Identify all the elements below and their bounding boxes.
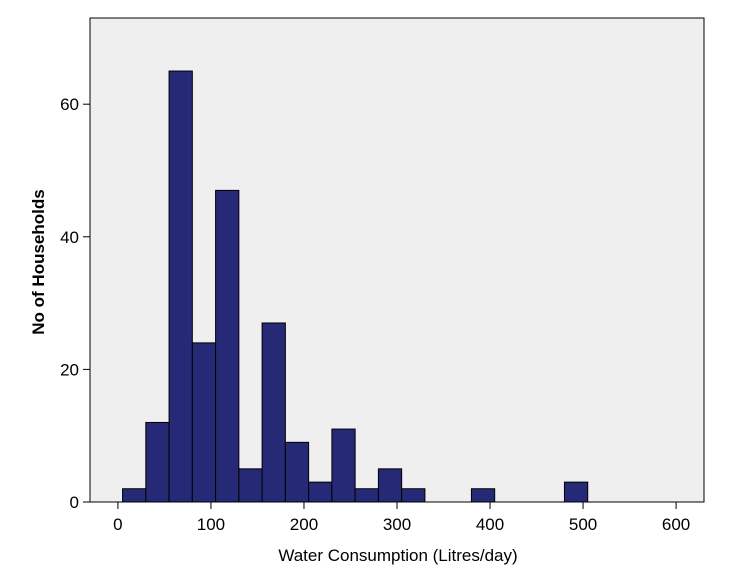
y-tick-label: 60 (60, 95, 79, 114)
histogram-bar (354, 488, 379, 503)
x-axis-title: Water Consumption (Litres/day) (278, 546, 517, 565)
x-tick-label: 200 (290, 515, 318, 534)
histogram-bar (215, 189, 240, 503)
bars-group (122, 70, 589, 503)
histogram-bar (563, 481, 589, 503)
histogram-bar (470, 488, 496, 503)
x-tick-label: 0 (113, 515, 122, 534)
x-tick-label: 600 (662, 515, 690, 534)
histogram-bar (145, 421, 170, 503)
histogram-bar (122, 488, 147, 503)
histogram-bar (331, 428, 356, 503)
histogram-bar (168, 70, 193, 503)
y-axis-title: No of Households (29, 189, 48, 334)
x-tick-label: 400 (476, 515, 504, 534)
histogram-bar (238, 468, 263, 503)
histogram-bar (308, 481, 333, 503)
x-tick-label: 100 (197, 515, 225, 534)
x-axis: 0 100 200 300 400 500 600 (113, 502, 690, 534)
x-tick-label: 300 (383, 515, 411, 534)
y-tick-label: 40 (60, 228, 79, 247)
histogram-bar (191, 342, 217, 503)
x-tick-label: 500 (569, 515, 597, 534)
histogram-bar (401, 488, 426, 503)
y-axis: 0 20 40 60 (60, 95, 90, 512)
y-tick-label: 0 (70, 493, 79, 512)
histogram-bar (377, 468, 403, 503)
y-tick-label: 20 (60, 360, 79, 379)
histogram-bar (261, 322, 286, 503)
histogram-bar (284, 441, 310, 503)
